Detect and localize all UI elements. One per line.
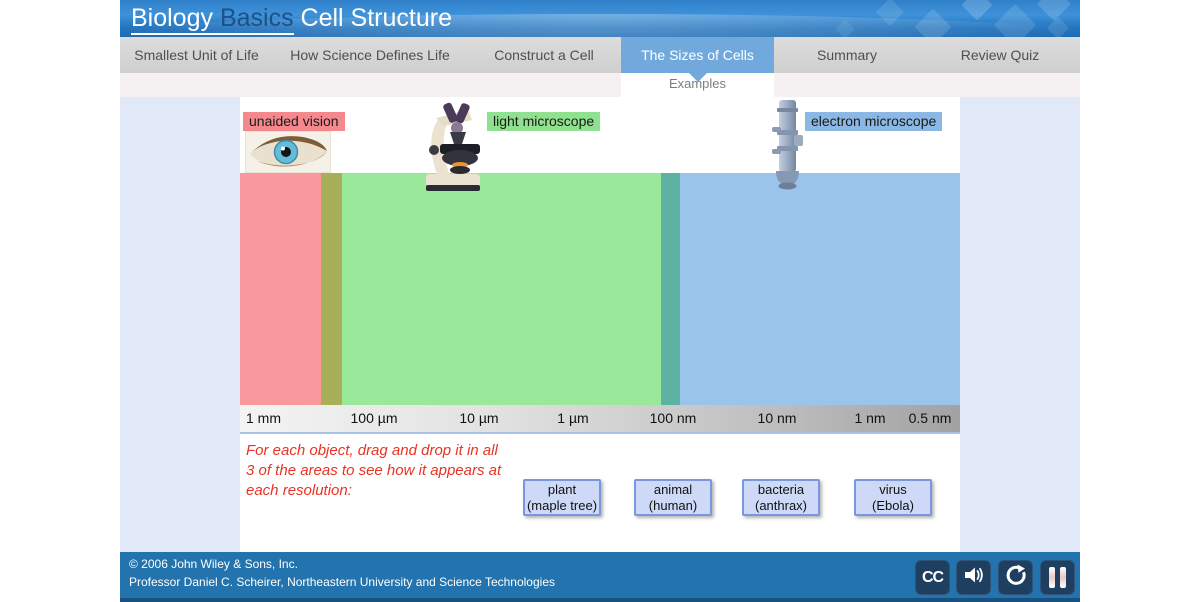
volume-button[interactable] <box>956 560 991 595</box>
main-navigation: Smallest Unit of Life How Science Define… <box>120 37 1080 73</box>
tick-1nm: 1 nm <box>854 410 886 426</box>
replay-button[interactable] <box>998 560 1033 595</box>
copyright-text: © 2006 John Wiley & Sons, Inc. <box>129 557 298 571</box>
header-swoosh-decoration <box>120 14 1080 37</box>
title-cell-structure: Cell Structure <box>300 4 452 32</box>
eye-image <box>244 130 332 174</box>
draggable-bacteria-detail: (anthrax) <box>754 498 808 513</box>
draggable-animal-detail: (human) <box>648 498 698 513</box>
subtab-examples[interactable]: Examples <box>668 76 727 91</box>
resolution-scale-bands <box>240 173 960 405</box>
title-basics: Basics <box>219 4 294 32</box>
tab-review-quiz[interactable]: Review Quiz <box>960 47 1040 63</box>
title-biology: Biology <box>131 4 213 32</box>
draggable-virus-name: virus <box>879 482 907 497</box>
scale-panel: unaided vision light microscope electron… <box>240 97 960 552</box>
header: Biology Basics Cell Structure <box>120 0 1080 37</box>
footer-bottom-strip <box>120 598 1080 602</box>
draggable-animal[interactable]: animal (human) <box>634 479 712 516</box>
unaided-vision-label: unaided vision <box>243 112 345 131</box>
tick-100nm: 100 nm <box>649 410 697 426</box>
draggable-bacteria-name: bacteria <box>757 482 805 497</box>
hexagon-decoration <box>961 0 993 21</box>
electron-microscope-image <box>768 99 808 190</box>
credit-text: Professor Daniel C. Scheirer, Northeaste… <box>129 575 555 589</box>
electron-microscope-band[interactable] <box>680 173 960 405</box>
draggable-plant[interactable]: plant (maple tree) <box>523 479 601 516</box>
overlap-band-green-blue <box>661 173 680 405</box>
content-stage: unaided vision light microscope electron… <box>120 97 1080 552</box>
tick-1um: 1 µm <box>557 410 589 426</box>
draggable-plant-name: plant <box>547 482 577 497</box>
instruction-line-1: For each object, drag and drop it in all <box>246 442 498 459</box>
tab-the-sizes-of-cells[interactable]: The Sizes of Cells <box>621 37 774 73</box>
page-title: Biology Basics Cell Structure <box>131 4 452 35</box>
ruler-underline <box>240 432 960 434</box>
hexagon-decoration <box>1037 0 1071 21</box>
light-microscope-band[interactable] <box>342 173 661 405</box>
draggable-virus[interactable]: virus (Ebola) <box>854 479 932 516</box>
tick-10um: 10 µm <box>459 410 499 426</box>
application-window: Biology Basics Cell Structure Smallest U… <box>120 0 1080 602</box>
scale-ruler: 1 mm 100 µm 10 µm 1 µm 100 nm 10 nm 1 nm… <box>240 405 960 432</box>
tab-how-science-defines-life[interactable]: How Science Defines Life <box>290 47 450 63</box>
sub-navigation: Examples <box>120 73 1080 97</box>
speaker-icon <box>962 563 986 592</box>
pause-button[interactable] <box>1040 560 1075 595</box>
light-microscope-label: light microscope <box>487 112 601 131</box>
tab-summary[interactable]: Summary <box>817 47 877 63</box>
pause-icon <box>1049 567 1066 588</box>
overlap-band-pink-green <box>321 173 342 405</box>
unaided-vision-band[interactable] <box>240 173 321 405</box>
draggable-bacteria[interactable]: bacteria (anthrax) <box>742 479 820 516</box>
closed-captions-button[interactable]: CC <box>915 560 950 595</box>
tab-construct-a-cell[interactable]: Construct a Cell <box>494 47 594 63</box>
instruction-line-3: each resolution: <box>246 482 352 499</box>
electron-microscope-label: electron microscope <box>805 112 943 131</box>
draggable-virus-detail: (Ebola) <box>872 498 914 513</box>
instruction-line-2: 3 of the areas to see how it appears at <box>246 462 502 479</box>
instruction-text: For each object, drag and drop it in all… <box>246 441 556 501</box>
tick-1mm: 1 mm <box>246 410 281 426</box>
draggable-animal-name: animal <box>653 482 693 497</box>
tick-100um: 100 µm <box>350 410 398 426</box>
active-tab-pointer <box>689 73 707 82</box>
tab-smallest-unit-of-life[interactable]: Smallest Unit of Life <box>134 47 259 63</box>
draggable-plant-detail: (maple tree) <box>526 498 598 513</box>
light-microscope-image <box>416 98 490 195</box>
tick-05nm: 0.5 nm <box>908 410 952 426</box>
replay-icon <box>1004 563 1028 592</box>
cc-icon: CC <box>921 568 944 586</box>
footer: © 2006 John Wiley & Sons, Inc. Professor… <box>120 552 1080 602</box>
tick-10nm: 10 nm <box>757 410 797 426</box>
